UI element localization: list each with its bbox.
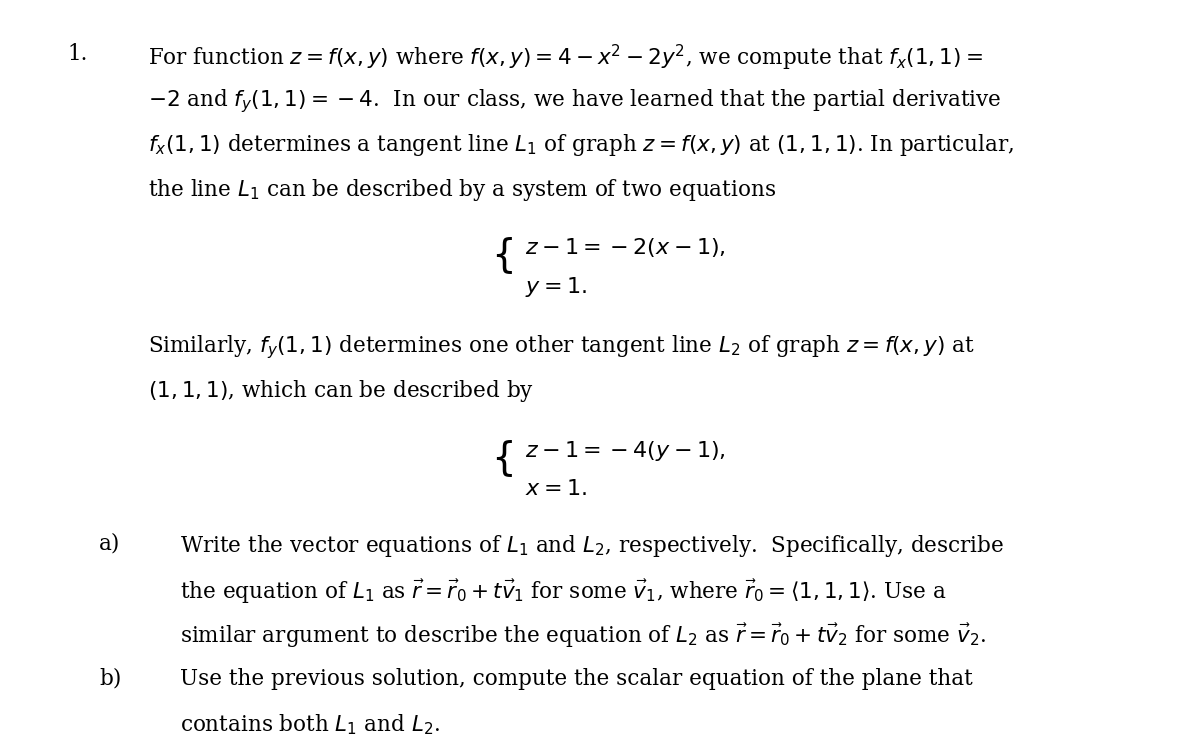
Text: $z - 1 = -2(x - 1),$: $z - 1 = -2(x - 1),$ bbox=[526, 236, 726, 259]
Text: $\{$: $\{$ bbox=[491, 438, 514, 479]
Text: $-2$ and $f_y(1,1) = -4$.  In our class, we have learned that the partial deriva: $-2$ and $f_y(1,1) = -4$. In our class, … bbox=[149, 87, 1002, 115]
Text: $x = 1.$: $x = 1.$ bbox=[526, 477, 587, 500]
Text: b): b) bbox=[98, 668, 121, 690]
Text: Write the vector equations of $L_1$ and $L_2$, respectively.  Specifically, desc: Write the vector equations of $L_1$ and … bbox=[180, 532, 1003, 559]
Text: For function $z = f(x, y)$ where $f(x,y) = 4 - x^2 - 2y^2$, we compute that $f_x: For function $z = f(x, y)$ where $f(x,y)… bbox=[149, 42, 983, 73]
Text: $f_x(1,1)$ determines a tangent line $L_1$ of graph $z = f(x, y)$ at $(1,1,1)$. : $f_x(1,1)$ determines a tangent line $L_… bbox=[149, 133, 1014, 158]
Text: the line $L_1$ can be described by a system of two equations: the line $L_1$ can be described by a sys… bbox=[149, 177, 776, 204]
Text: Similarly, $f_y(1,1)$ determines one other tangent line $L_2$ of graph $z = f(x,: Similarly, $f_y(1,1)$ determines one oth… bbox=[149, 333, 976, 361]
Text: $(1,1,1)$, which can be described by: $(1,1,1)$, which can be described by bbox=[149, 379, 534, 404]
Text: Use the previous solution, compute the scalar equation of the plane that: Use the previous solution, compute the s… bbox=[180, 668, 972, 690]
Text: the equation of $L_1$ as $\vec{r} = \vec{r}_0 + t\vec{v}_1$ for some $\vec{v}_1$: the equation of $L_1$ as $\vec{r} = \vec… bbox=[180, 578, 946, 605]
Text: similar argument to describe the equation of $L_2$ as $\vec{r} = \vec{r}_0 + t\v: similar argument to describe the equatio… bbox=[180, 622, 986, 651]
Text: $\{$: $\{$ bbox=[491, 235, 514, 276]
Text: 1.: 1. bbox=[67, 42, 88, 65]
Text: $y = 1.$: $y = 1.$ bbox=[526, 275, 587, 299]
Text: $z - 1 = -4(y - 1),$: $z - 1 = -4(y - 1),$ bbox=[526, 439, 726, 462]
Text: contains both $L_1$ and $L_2$.: contains both $L_1$ and $L_2$. bbox=[180, 713, 439, 737]
Text: a): a) bbox=[98, 532, 120, 555]
